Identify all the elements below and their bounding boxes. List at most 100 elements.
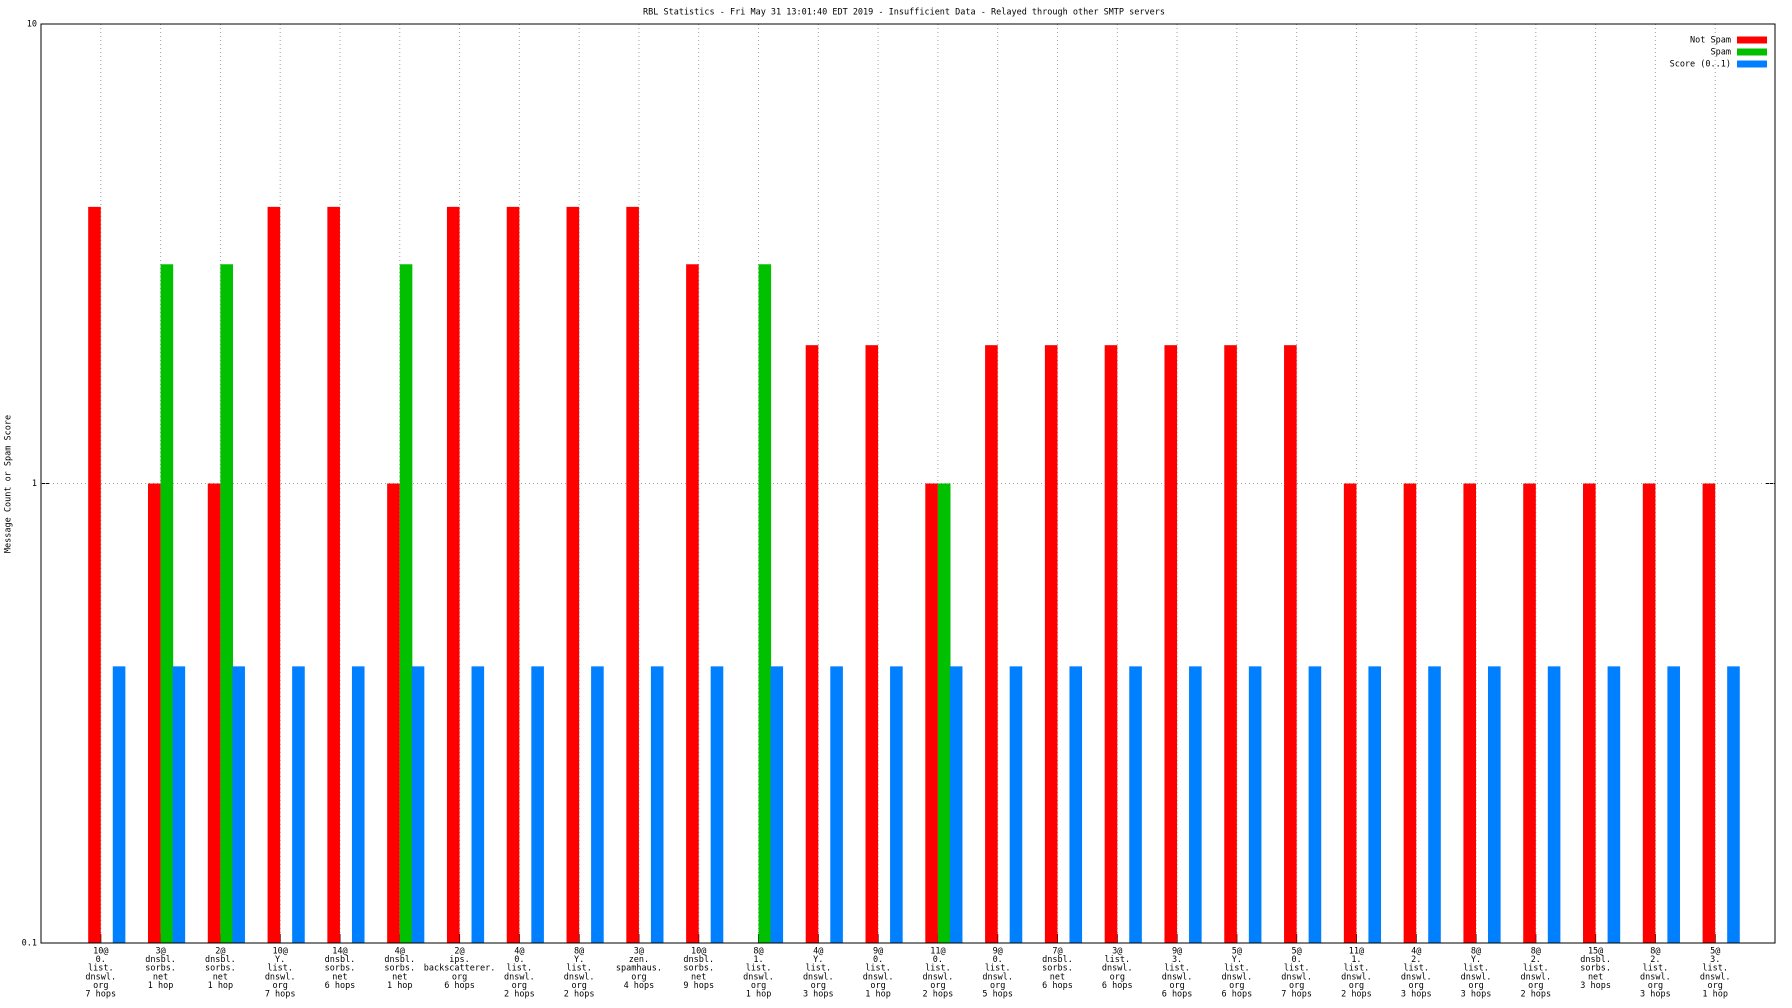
bar: [1547, 666, 1561, 943]
x-tick-label: org: [1409, 981, 1424, 991]
x-tick-label: dnswl.: [863, 972, 894, 982]
bar: [710, 666, 724, 943]
bar: [1428, 666, 1441, 943]
x-tick-label: 15@: [1588, 947, 1603, 957]
x-tick-label: dnswl.: [1222, 972, 1253, 982]
x-tick-label: 5 hops: [982, 990, 1013, 1000]
x-tick-label: 6 hops: [1042, 981, 1073, 991]
x-tick-label: 3 hops: [1580, 981, 1611, 991]
bar: [1129, 666, 1142, 943]
x-tick-label: 2 hops: [1520, 990, 1551, 1000]
bar: [770, 666, 784, 943]
x-tick-label: list.: [806, 964, 832, 974]
x-tick-label: 3@: [634, 947, 644, 957]
bar: [1164, 345, 1178, 943]
x-tick-label: 6 hops: [325, 981, 356, 991]
bar: [531, 666, 544, 943]
x-tick-label: 3 hops: [803, 990, 834, 1000]
x-tick-label: org: [1648, 981, 1663, 991]
bar: [351, 666, 365, 943]
x-tick-label: backscatterer.: [424, 964, 496, 974]
x-tick-label: 0.: [873, 955, 883, 965]
x-tick-label: list.: [925, 964, 951, 974]
x-tick-label: 1 hop: [148, 981, 174, 991]
bar: [937, 483, 951, 943]
bar: [1044, 345, 1058, 943]
legend-label: Not Spam: [1690, 36, 1731, 46]
x-tick-label: sorbs.: [1580, 964, 1611, 974]
x-tick-label: 9 hops: [683, 981, 714, 991]
x-tick-label: list.: [985, 964, 1011, 974]
x-tick-label: list.: [1463, 964, 1489, 974]
x-tick-label: dnswl.: [265, 972, 296, 982]
x-tick-label: org: [93, 981, 108, 991]
x-tick-label: 0.: [96, 955, 106, 965]
x-tick-label: 8@: [1650, 947, 1660, 957]
x-tick-label: spamhaus.: [616, 964, 662, 974]
x-tick-label: sorbs.: [683, 964, 714, 974]
x-tick-label: 3 hops: [1461, 990, 1492, 1000]
x-tick-label: list.: [746, 964, 772, 974]
x-tick-label: 3 hops: [1401, 990, 1432, 1000]
x-tick-label: net: [1588, 972, 1603, 982]
x-tick-label: 4@: [1411, 947, 1421, 957]
x-tick-label: list.: [1164, 964, 1190, 974]
x-tick-label: org: [1468, 981, 1483, 991]
x-tick-label: 0.: [933, 955, 943, 965]
bar: [1523, 483, 1536, 943]
x-tick-label: dnsbl.: [384, 955, 415, 965]
x-tick-label: org: [272, 981, 287, 991]
x-tick-label: 7 hops: [265, 990, 296, 1000]
x-tick-label: Y.: [275, 955, 285, 965]
bar: [830, 666, 843, 943]
x-tick-label: 2@: [454, 947, 464, 957]
bar: [327, 206, 340, 943]
x-tick-label: list.: [566, 964, 592, 974]
x-tick-label: sorbs.: [205, 964, 236, 974]
bar: [890, 666, 903, 943]
bar: [1284, 345, 1297, 943]
bar: [1368, 666, 1382, 943]
x-tick-label: org: [811, 981, 826, 991]
x-tick-label: list.: [1643, 964, 1669, 974]
x-tick-label: 0.: [993, 955, 1003, 965]
x-tick-label: 0.: [514, 955, 524, 965]
x-tick-label: org: [1110, 972, 1125, 982]
bar: [1308, 666, 1322, 943]
bar: [232, 666, 245, 943]
bar: [805, 345, 819, 943]
legend-label: Spam: [1711, 48, 1731, 58]
x-tick-label: ips.: [449, 955, 469, 965]
x-tick-label: org: [930, 981, 945, 991]
legend-label: Score (0..1): [1670, 60, 1731, 70]
legend-swatch: [1737, 36, 1767, 44]
chart-title: RBL Statistics - Fri May 31 13:01:40 EDT…: [643, 8, 1165, 18]
x-tick-label: sorbs.: [1042, 964, 1073, 974]
x-tick-label: 1 hop: [387, 981, 413, 991]
bar: [985, 345, 998, 943]
x-tick-label: 1 hop: [865, 990, 891, 1000]
x-tick-label: 1 hop: [1702, 990, 1728, 1000]
x-tick-label: org: [751, 981, 766, 991]
x-tick-label: dnswl.: [564, 972, 595, 982]
x-tick-label: dnsbl.: [325, 955, 356, 965]
bar: [172, 666, 186, 943]
x-tick-label: 6 hops: [444, 981, 475, 991]
bar: [1642, 483, 1656, 943]
x-tick-label: list.: [865, 964, 891, 974]
bar: [1224, 345, 1237, 943]
x-tick-label: dnswl.: [85, 972, 116, 982]
plot-border: [40, 23, 1776, 944]
x-tick-label: net: [691, 972, 706, 982]
x-tick-label: dnswl.: [1281, 972, 1312, 982]
x-tick-label: list.: [1284, 964, 1310, 974]
bar: [626, 206, 639, 943]
x-tick-label: 3@: [1112, 947, 1122, 957]
bar: [1403, 483, 1417, 943]
x-tick-label: dnswl.: [1401, 972, 1432, 982]
x-tick-label: org: [571, 981, 586, 991]
y-tick-label: 10: [27, 20, 37, 30]
x-tick-label: org: [1169, 981, 1184, 991]
